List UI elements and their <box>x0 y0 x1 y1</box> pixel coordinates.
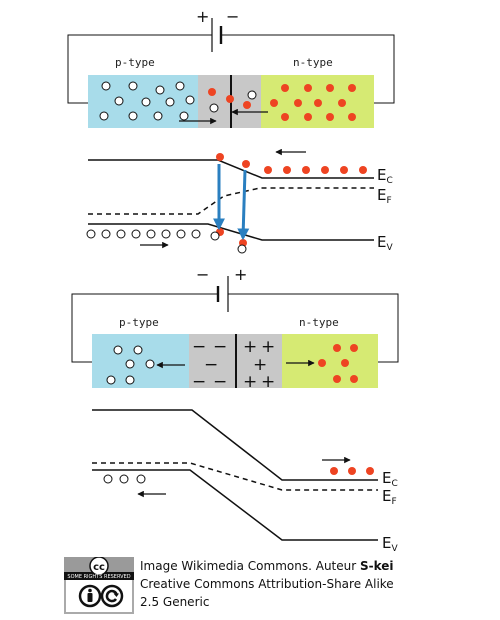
right-wire <box>221 34 395 104</box>
band-electrons <box>216 153 367 247</box>
reverse-bias-circuit: − + p-type n-type − − − − − + + + + + <box>71 265 399 392</box>
battery-minus-sign: − <box>226 7 239 26</box>
n-type-label: n-type <box>299 316 339 329</box>
attribution-icon <box>78 584 102 608</box>
ec-label: EC <box>382 469 398 489</box>
svg-text:+: + <box>261 372 275 392</box>
conduction-band <box>88 159 374 179</box>
depletion-negative-charges: − − − − − <box>192 337 227 392</box>
holes-p-region <box>106 345 155 385</box>
battery-plus-sign: + <box>196 7 209 26</box>
credit-source-text: Image Wikimedia Commons. Auteur <box>140 559 360 573</box>
svg-text:−: − <box>213 337 227 357</box>
svg-text:−: − <box>192 372 206 392</box>
svg-text:+: + <box>261 337 275 357</box>
valence-band <box>92 469 378 541</box>
image-credit: Image Wikimedia Commons. Auteur S-kei Cr… <box>140 557 394 611</box>
n-type-label: n-type <box>293 56 333 69</box>
reverse-bias-band-diagram: EC EF EV <box>92 409 398 554</box>
p-type-label: p-type <box>115 56 155 69</box>
svg-text:−: − <box>213 372 227 392</box>
cc-logo-text: cc <box>93 562 105 573</box>
ev-label: EV <box>382 534 398 554</box>
forward-bias-band-diagram: EC EF EV <box>86 148 393 254</box>
left-wire <box>71 293 218 363</box>
credit-line-1: Image Wikimedia Commons. Auteur S-kei <box>140 557 394 575</box>
svg-text:+: + <box>253 355 267 375</box>
fermi-level <box>88 187 374 215</box>
some-rights-reserved-text: SOME RIGHTS RESERVED <box>67 574 130 580</box>
svg-text:−: − <box>204 355 218 375</box>
battery-minus-sign: − <box>196 265 209 284</box>
cc-logo-icon <box>89 557 109 576</box>
band-holes <box>86 229 247 254</box>
cc-license-badge[interactable]: cc SOME RIGHTS RESERVED <box>64 557 134 614</box>
electrons-n-region <box>318 344 358 383</box>
svg-text:−: − <box>192 337 206 357</box>
left-wire <box>67 34 212 104</box>
credit-line-2[interactable]: Creative Commons Attribution-Share Alike <box>140 577 394 591</box>
ec-label: EC <box>377 166 393 186</box>
credit-author[interactable]: S-kei <box>360 559 394 573</box>
battery-plus-sign: + <box>234 265 247 284</box>
band-holes <box>103 474 146 484</box>
credit-line-3: 2.5 Generic <box>140 595 210 609</box>
valence-band <box>88 223 374 241</box>
share-alike-icon <box>100 584 124 608</box>
electrons-n-region <box>208 84 356 121</box>
ev-label: EV <box>377 233 393 253</box>
conduction-band <box>92 409 378 481</box>
ef-label: EF <box>377 186 392 206</box>
band-electrons <box>330 467 374 475</box>
ef-label: EF <box>382 487 397 507</box>
holes-p-region <box>99 81 257 121</box>
fermi-level <box>92 462 378 491</box>
n-type-region <box>282 334 378 388</box>
depletion-positive-charges: + + + + + <box>243 337 275 392</box>
right-wire <box>228 293 399 363</box>
svg-text:+: + <box>243 337 257 357</box>
svg-text:+: + <box>243 372 257 392</box>
recombination-arrow-right <box>237 169 250 241</box>
p-type-label: p-type <box>119 316 159 329</box>
forward-bias-circuit: + − p-type n-type <box>67 7 395 128</box>
